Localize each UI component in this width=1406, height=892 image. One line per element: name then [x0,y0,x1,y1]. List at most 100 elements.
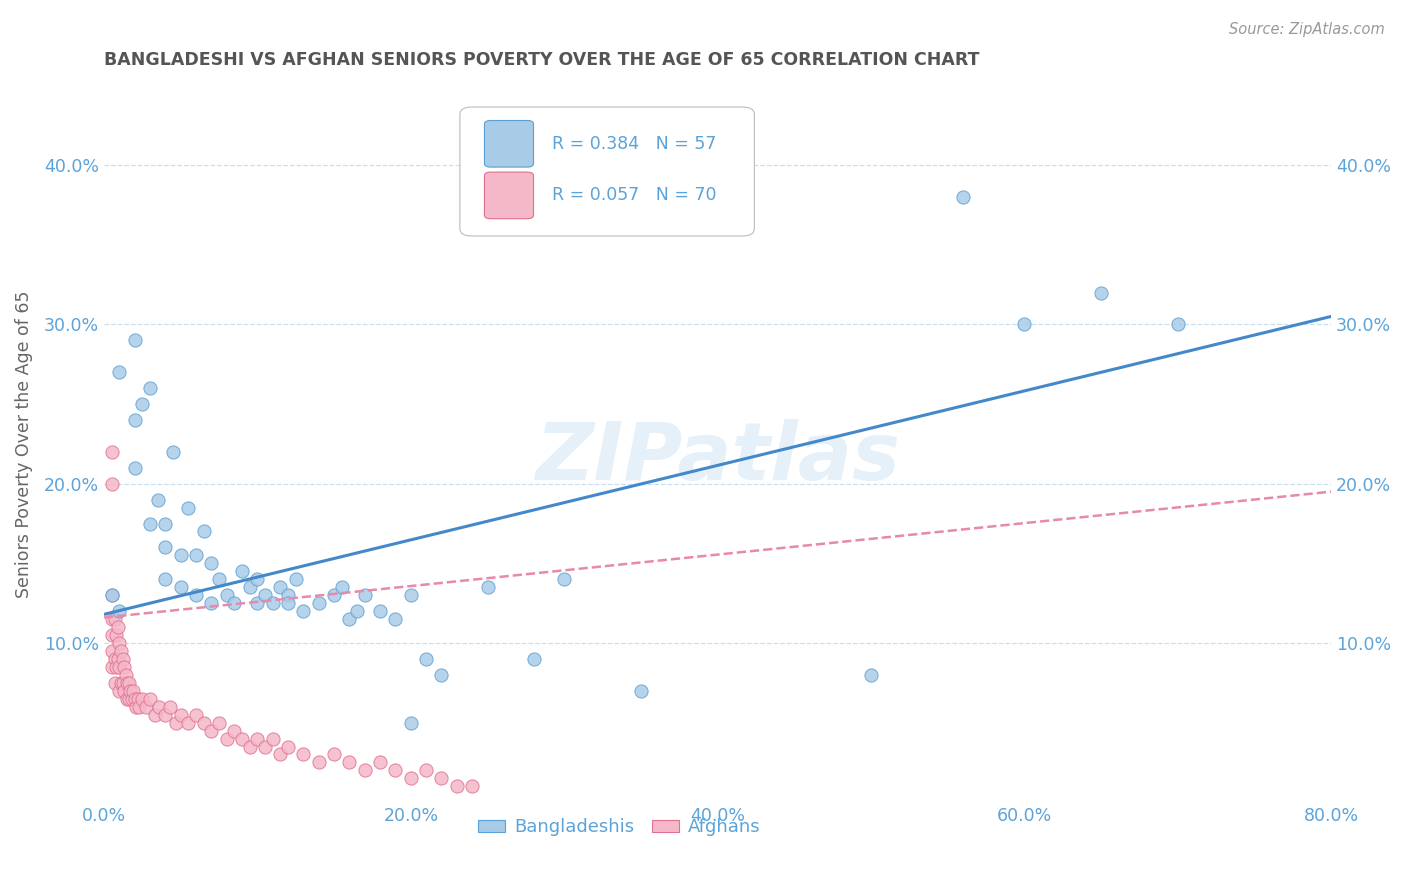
Point [139,516,162,531]
Point [399,588,422,602]
Point [170,549,193,563]
Point [323,747,346,762]
Point [859,668,882,682]
Point [339,756,361,770]
Point [630,683,652,698]
Point [165,715,187,730]
Point [100,644,122,658]
Point [193,524,215,539]
Point [323,588,346,602]
Point [246,572,269,586]
Point [100,445,122,459]
Point [128,699,150,714]
Point [254,739,277,754]
Point [553,572,575,586]
Point [246,731,269,746]
Point [353,588,375,602]
Point [262,596,284,610]
Point [368,604,391,618]
Point [162,445,184,459]
Point [193,715,215,730]
Point [231,731,253,746]
Point [208,572,231,586]
Point [277,739,299,754]
Point [284,572,307,586]
FancyBboxPatch shape [460,107,755,236]
Point [100,588,122,602]
Point [277,588,299,602]
Point [125,699,148,714]
Point [131,691,153,706]
Point [415,764,437,778]
Point [522,652,544,666]
Point [368,756,391,770]
Point [1090,285,1112,300]
Point [108,683,131,698]
Point [100,628,122,642]
Point [139,381,162,395]
Point [170,580,193,594]
Point [100,612,122,626]
Text: ZIPatlas: ZIPatlas [536,419,900,497]
Point [110,675,132,690]
Point [269,580,291,594]
Text: R = 0.057   N = 70: R = 0.057 N = 70 [553,186,717,204]
Point [112,683,135,698]
Point [246,596,269,610]
Point [430,772,453,786]
Point [105,660,128,674]
Point [124,413,146,427]
Point [308,596,330,610]
Point [120,683,142,698]
Point [121,691,143,706]
Y-axis label: Seniors Poverty Over the Age of 65: Seniors Poverty Over the Age of 65 [15,290,32,598]
Point [139,691,162,706]
Point [262,731,284,746]
Point [146,492,169,507]
FancyBboxPatch shape [485,120,533,167]
Point [308,756,330,770]
Point [208,715,231,730]
Point [184,549,207,563]
Point [184,588,207,602]
Point [124,691,146,706]
Point [170,707,193,722]
Point [100,476,122,491]
Point [277,596,299,610]
Point [177,715,200,730]
Point [399,772,422,786]
Point [117,691,139,706]
Point [159,699,181,714]
Point [122,683,145,698]
Point [115,675,138,690]
Point [117,675,139,690]
Point [399,715,422,730]
Point [446,780,468,794]
Point [143,707,166,722]
Point [111,675,134,690]
Point [215,731,238,746]
Point [108,365,131,379]
Point [104,612,127,626]
Point [124,460,146,475]
Point [108,660,131,674]
Point [952,190,974,204]
Point [339,612,361,626]
Point [127,691,149,706]
Point [155,572,177,586]
Point [200,596,222,610]
Point [200,723,222,738]
Point [184,707,207,722]
Point [100,660,122,674]
Point [115,691,138,706]
Point [111,652,134,666]
Point [292,604,315,618]
Point [155,541,177,555]
Point [114,668,136,682]
Point [104,652,127,666]
Point [177,500,200,515]
Point [346,604,368,618]
Text: R = 0.384   N = 57: R = 0.384 N = 57 [553,135,716,153]
Point [269,747,291,762]
Point [477,580,499,594]
